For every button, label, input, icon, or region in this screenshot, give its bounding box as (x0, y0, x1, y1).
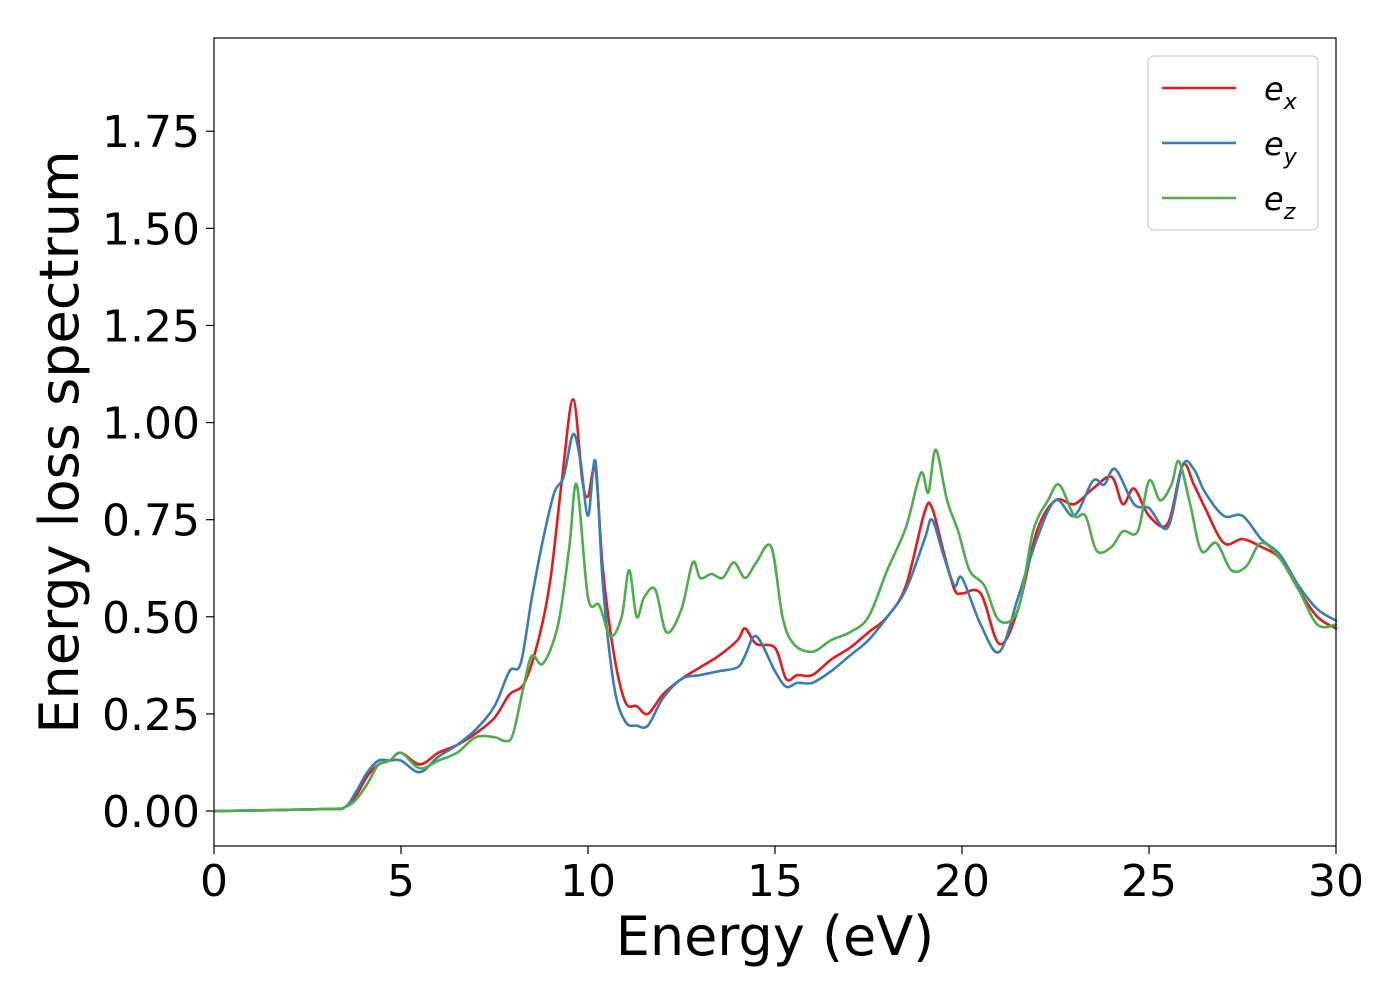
x-tick-label: 25 (1121, 856, 1177, 907)
series-line-z (212, 448, 1338, 813)
legend-label-subscript: x (1283, 90, 1298, 115)
x-tick-label: 10 (560, 856, 616, 907)
legend-label-base: e (1264, 70, 1284, 108)
y-tick-label: 0.50 (102, 593, 200, 644)
y-tick-label: 0.75 (102, 496, 200, 547)
y-tick-label: 0.25 (102, 690, 200, 741)
legend-label-base: e (1264, 180, 1284, 218)
x-axis-title: Energy (eV) (616, 905, 935, 968)
legend-label-subscript: y (1283, 145, 1298, 170)
legend-label-z: ez (1264, 180, 1296, 225)
x-tick-label: 5 (387, 856, 415, 907)
x-axis-ticks: 0 5 10 15 20 25 30 (200, 846, 1364, 907)
y-axis-ticks: 0.00 0.25 0.50 0.75 1.00 1.25 1.50 1.75 (102, 107, 214, 838)
legend-label-y: ey (1264, 125, 1298, 170)
y-axis-title: Energy loss spectrum (28, 150, 91, 733)
y-tick-label: 0.00 (102, 787, 200, 838)
y-tick-label: 1.75 (102, 107, 200, 158)
legend-label-subscript: z (1283, 200, 1296, 225)
x-tick-label: 30 (1308, 856, 1364, 907)
x-tick-label: 0 (200, 856, 228, 907)
series-line-x (212, 397, 1338, 813)
series-line-y (212, 432, 1338, 813)
plot-frame (213, 37, 1337, 847)
legend-label-x: ex (1264, 70, 1298, 115)
y-tick-label: 1.25 (102, 301, 200, 352)
legend-label-base: e (1264, 125, 1284, 163)
y-tick-label: 1.50 (102, 204, 200, 255)
y-tick-label: 1.00 (102, 399, 200, 450)
x-tick-label: 20 (934, 856, 990, 907)
x-tick-label: 15 (747, 856, 803, 907)
series-layer (212, 397, 1338, 813)
